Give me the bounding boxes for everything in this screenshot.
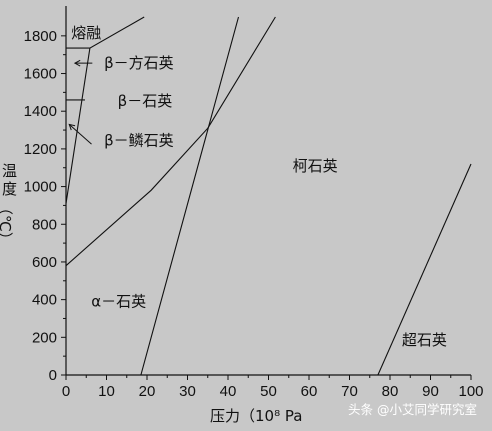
x-tick-label: 70 bbox=[341, 383, 358, 400]
y-tick-label: 0 bbox=[49, 367, 57, 384]
y-axis-title: 温 度 （℃） bbox=[0, 162, 17, 247]
y-tick-label: 200 bbox=[32, 329, 57, 346]
y-tick-label: 1400 bbox=[24, 103, 57, 120]
y-tick-label: 400 bbox=[32, 292, 57, 309]
x-tick-label: 90 bbox=[422, 383, 439, 400]
x-tick-label: 100 bbox=[458, 383, 483, 400]
x-tick-label: 80 bbox=[382, 383, 399, 400]
arrow-line bbox=[68, 124, 92, 145]
phase-region-label: β－石英 bbox=[118, 92, 173, 110]
phase-region-label: β－方石英 bbox=[104, 54, 174, 72]
y-tick-label: 1600 bbox=[24, 66, 57, 83]
x-tick-label: 60 bbox=[301, 383, 318, 400]
x-tick-label: 10 bbox=[98, 383, 115, 400]
x-axis-title: 压力（10⁸ Pa bbox=[210, 407, 302, 425]
x-tick-label: 30 bbox=[179, 383, 196, 400]
phase-boundaries bbox=[65, 16, 472, 376]
x-tick-label: 40 bbox=[220, 383, 237, 400]
axes: 0 10 20 30 40 50 60 70 80 90 100020040060080010001… bbox=[24, 6, 484, 400]
y-tick-label: 1000 bbox=[24, 179, 57, 196]
phase-boundary-line bbox=[65, 16, 276, 267]
phase-region-label: 熔融 bbox=[71, 24, 101, 42]
watermark-text: 头条 @小艾同学研究室 bbox=[348, 402, 477, 417]
phase-region-label: 超石英 bbox=[402, 331, 447, 349]
region-arrows bbox=[68, 59, 93, 145]
x-tick-label: 20 bbox=[139, 383, 156, 400]
y-tick-label: 800 bbox=[32, 216, 57, 233]
y-axis-title-line-3: （℃） bbox=[0, 200, 14, 247]
phase-boundary-line bbox=[65, 48, 91, 204]
y-axis-title-line-2: 度 bbox=[2, 180, 17, 198]
y-tick-label: 1200 bbox=[24, 141, 57, 158]
x-tick-label: 0 bbox=[62, 383, 70, 400]
phase-boundary-line bbox=[377, 163, 472, 376]
arrow-head bbox=[73, 59, 81, 67]
y-tick-label: 1800 bbox=[24, 28, 57, 45]
y-tick-label: 600 bbox=[32, 254, 57, 271]
x-tick-label: 50 bbox=[260, 383, 277, 400]
y-axis-title-line-1: 温 bbox=[2, 162, 17, 180]
phase-boundary-line bbox=[140, 16, 240, 376]
phase-region-label: α－石英 bbox=[91, 293, 146, 311]
phase-region-label: β－鳞石英 bbox=[104, 131, 174, 149]
phase-region-label: 柯石英 bbox=[293, 157, 338, 175]
arrow-head bbox=[68, 123, 76, 131]
